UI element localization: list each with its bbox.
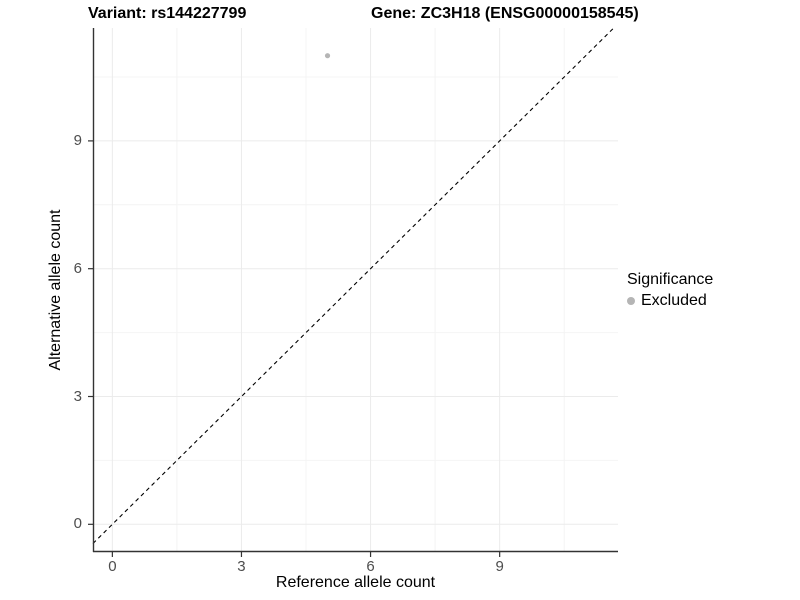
y-tick-label: 6 (73, 259, 82, 277)
x-tick-label: 0 (108, 558, 117, 575)
x-tick-label: 9 (495, 558, 504, 575)
legend-title: Significance (627, 271, 714, 288)
plot-title-variant: Variant: rs144227799 (88, 5, 247, 22)
x-axis-label: Reference allele count (275, 574, 436, 591)
y-tick-label: 9 (73, 131, 82, 149)
legend-item-label: Excluded (641, 292, 707, 309)
y-axis-label: Alternative allele count (47, 209, 64, 371)
y-tick-label: 0 (73, 515, 82, 533)
data-point (324, 53, 331, 59)
legend-point-icon (627, 297, 635, 305)
y-tick-label: 3 (73, 387, 82, 405)
x-tick-label: 6 (366, 558, 375, 575)
legend-item-excluded: Excluded (627, 292, 713, 310)
legend: Significance Excluded (627, 271, 713, 310)
x-tick-label: 3 (237, 558, 246, 575)
plot-title-gene: Gene: ZC3H18 (ENSG00000158545) (371, 5, 639, 22)
plot-panel (88, 27, 618, 557)
